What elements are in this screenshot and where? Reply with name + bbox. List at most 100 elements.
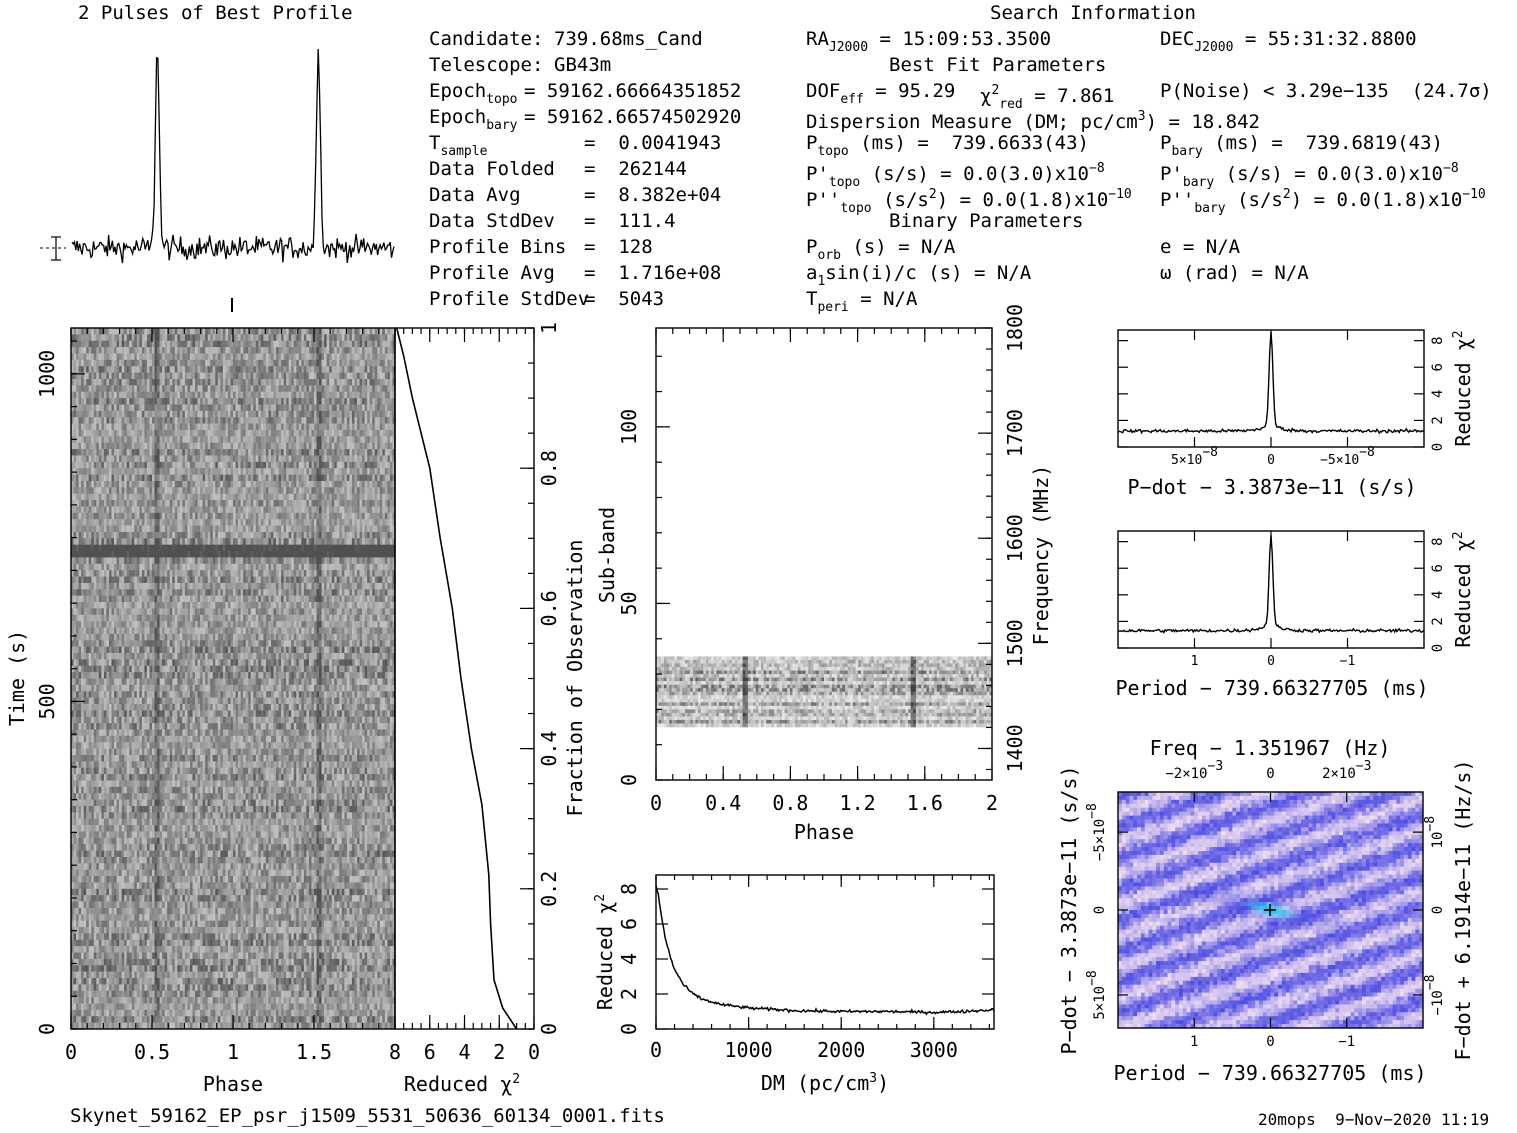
heatmap-cell [210,398,213,405]
heatmap-cell [385,373,388,380]
heatmap-cell [289,443,292,450]
heatmap-cell [198,551,201,558]
heatmap-cell [306,487,309,494]
heatmap-cell [81,494,84,501]
heatmap-cell [190,436,193,443]
heatmap-cell [385,436,388,443]
heatmap-cell [279,455,282,462]
heatmap-cell [390,506,393,513]
heatmap-cell [180,564,183,571]
heatmap-cell [289,538,292,545]
heatmap-cell [385,360,388,367]
heatmap-cell [114,468,117,475]
heatmap-cell [342,411,345,418]
heatmap-cell [382,373,385,380]
heatmap-cell [279,526,282,533]
heatmap-cell [377,564,380,571]
heatmap-cell [246,353,249,360]
heatmap-cell [263,551,266,558]
heatmap-cell [334,564,337,571]
heatmap-cell [134,417,137,424]
heatmap-cell [367,334,370,341]
heatmap-cell [322,411,325,418]
heatmap-cell [332,513,335,520]
heatmap-cell [124,526,127,533]
heatmap-cell [195,519,198,526]
heatmap-cell [205,334,208,341]
heatmap-cell [362,436,365,443]
heatmap-cell [175,532,178,539]
heatmap-cell [84,519,87,526]
heatmap-cell [112,487,115,494]
heatmap-cell [101,481,104,488]
heatmap-cell [180,353,183,360]
heatmap-cell [218,557,221,564]
heatmap-cell [84,494,87,501]
heatmap-cell [74,341,77,348]
heatmap-cell [274,468,277,475]
heatmap-cell [124,481,127,488]
heatmap-cell [261,481,264,488]
heatmap-cell [137,360,140,367]
heatmap-cell [225,538,228,545]
heatmap-cell [362,398,365,405]
heatmap-cell [367,404,370,411]
heatmap-cell [329,373,332,380]
heatmap-cell [236,551,239,558]
heatmap-cell [370,513,373,520]
heatmap-cell [344,411,347,418]
heatmap-cell [152,430,155,437]
heatmap-cell [314,481,317,488]
heatmap-cell [160,379,163,386]
heatmap-cell [309,564,312,571]
heatmap-cell [79,334,82,341]
heatmap-cell [337,430,340,437]
heatmap-cell [375,526,378,533]
heatmap-cell [218,430,221,437]
heatmap-cell [94,526,97,533]
heatmap-cell [132,430,135,437]
heatmap-cell [334,506,337,513]
heatmap-cell [190,443,193,450]
heatmap-cell [274,417,277,424]
heatmap-cell [220,430,223,437]
heatmap-cell [268,373,271,380]
heatmap-cell [79,506,82,513]
heatmap-cell [213,373,216,380]
heatmap-cell [155,424,158,431]
heatmap-cell [370,347,373,354]
heatmap-cell [317,373,320,380]
heatmap-cell [198,532,201,539]
heatmap-cell [355,353,358,360]
heatmap-cell [187,538,190,545]
heatmap-cell [157,468,160,475]
heatmap-cell [76,347,79,354]
heatmap-cell [152,481,155,488]
heatmap-cell [258,494,261,501]
heatmap-cell [157,532,160,539]
heatmap-cell [127,360,130,367]
heatmap-cell [387,500,390,507]
heatmap-cell [296,500,299,507]
heatmap-cell [101,404,104,411]
heatmap-cell [365,526,368,533]
heatmap-cell [319,551,322,558]
heatmap-cell [152,538,155,545]
heatmap-cell [382,436,385,443]
heatmap-cell [84,500,87,507]
heatmap-cell [160,347,163,354]
heatmap-cell [284,519,287,526]
heatmap-cell [390,455,393,462]
heatmap-cell [355,545,358,552]
heatmap-cell [387,532,390,539]
heatmap-cell [182,430,185,437]
heatmap-cell [172,411,175,418]
heatmap-cell [248,360,251,367]
heatmap-cell [360,411,363,418]
heatmap-cell [74,411,77,418]
heatmap-cell [129,551,132,558]
heatmap-cell [349,353,352,360]
heatmap-cell [122,404,125,411]
heatmap-cell [124,570,127,577]
heatmap-cell [190,404,193,411]
